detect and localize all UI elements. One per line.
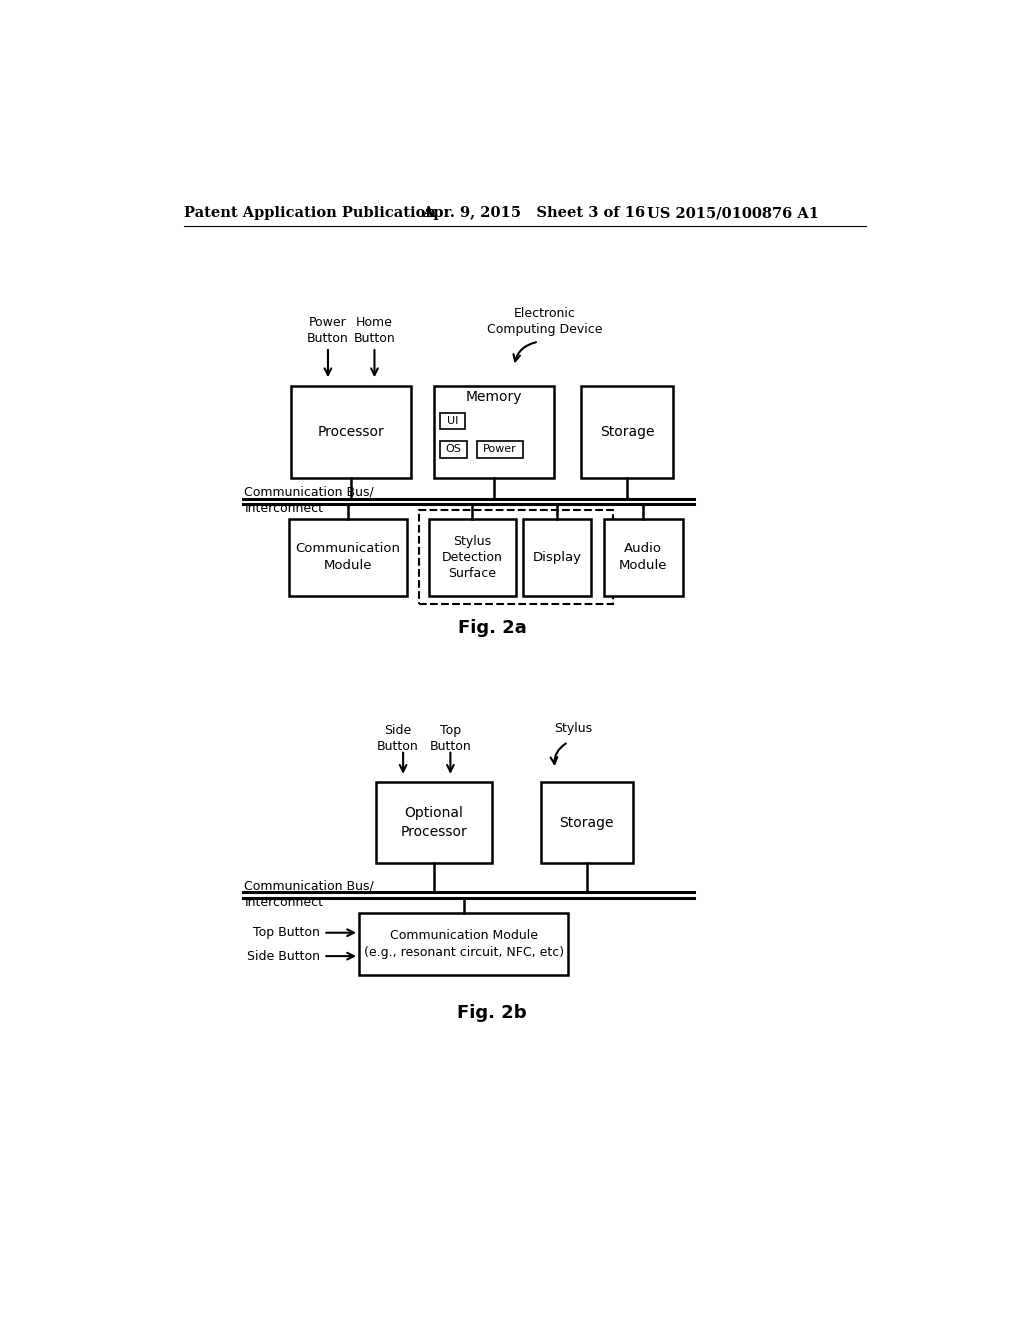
Text: Storage: Storage	[600, 425, 654, 438]
Text: Electronic
Computing Device: Electronic Computing Device	[487, 308, 603, 337]
Text: Fig. 2a: Fig. 2a	[458, 619, 526, 636]
Text: Stylus
Detection
Surface: Stylus Detection Surface	[441, 535, 503, 579]
Bar	[434, 385, 554, 478]
Text: Optional
Processor: Optional Processor	[400, 807, 468, 838]
Text: Communication Module
(e.g., resonant circuit, NFC, etc): Communication Module (e.g., resonant cir…	[364, 929, 563, 958]
Text: US 2015/0100876 A1: US 2015/0100876 A1	[647, 206, 819, 220]
Text: Processor: Processor	[317, 425, 384, 438]
Text: Power
Button: Power Button	[307, 317, 349, 346]
Text: UI: UI	[447, 416, 459, 426]
Text: Power: Power	[483, 445, 517, 454]
Bar	[604, 519, 683, 595]
Bar	[523, 519, 592, 595]
Bar	[440, 441, 467, 458]
Text: Audio
Module: Audio Module	[620, 543, 668, 573]
Text: Communication
Module: Communication Module	[296, 543, 400, 573]
Text: Fig. 2b: Fig. 2b	[458, 1003, 527, 1022]
Bar	[291, 385, 411, 478]
Text: Storage: Storage	[559, 816, 614, 829]
Text: Home
Button: Home Button	[353, 317, 395, 346]
Text: OS: OS	[445, 445, 462, 454]
Text: Communication Bus/
Interconnect: Communication Bus/ Interconnect	[245, 486, 374, 515]
Bar	[440, 412, 465, 429]
Text: Side Button: Side Button	[247, 949, 321, 962]
Text: Display: Display	[532, 550, 582, 564]
Bar	[429, 519, 515, 595]
Text: Patent Application Publication: Patent Application Publication	[183, 206, 436, 220]
Bar	[289, 519, 407, 595]
Bar	[477, 441, 523, 458]
Text: Top
Button: Top Button	[429, 725, 471, 754]
Text: Communication Bus/
Interconnect: Communication Bus/ Interconnect	[245, 880, 374, 909]
Bar	[420, 511, 613, 605]
Bar	[376, 781, 493, 863]
Text: Apr. 9, 2015   Sheet 3 of 16: Apr. 9, 2015 Sheet 3 of 16	[423, 206, 645, 220]
Bar	[582, 385, 673, 478]
Text: Side
Button: Side Button	[377, 725, 419, 754]
Text: Top Button: Top Button	[253, 927, 321, 940]
Bar	[541, 781, 633, 863]
Text: Stylus: Stylus	[555, 722, 593, 735]
Bar	[359, 913, 568, 974]
Text: Memory: Memory	[466, 391, 522, 404]
